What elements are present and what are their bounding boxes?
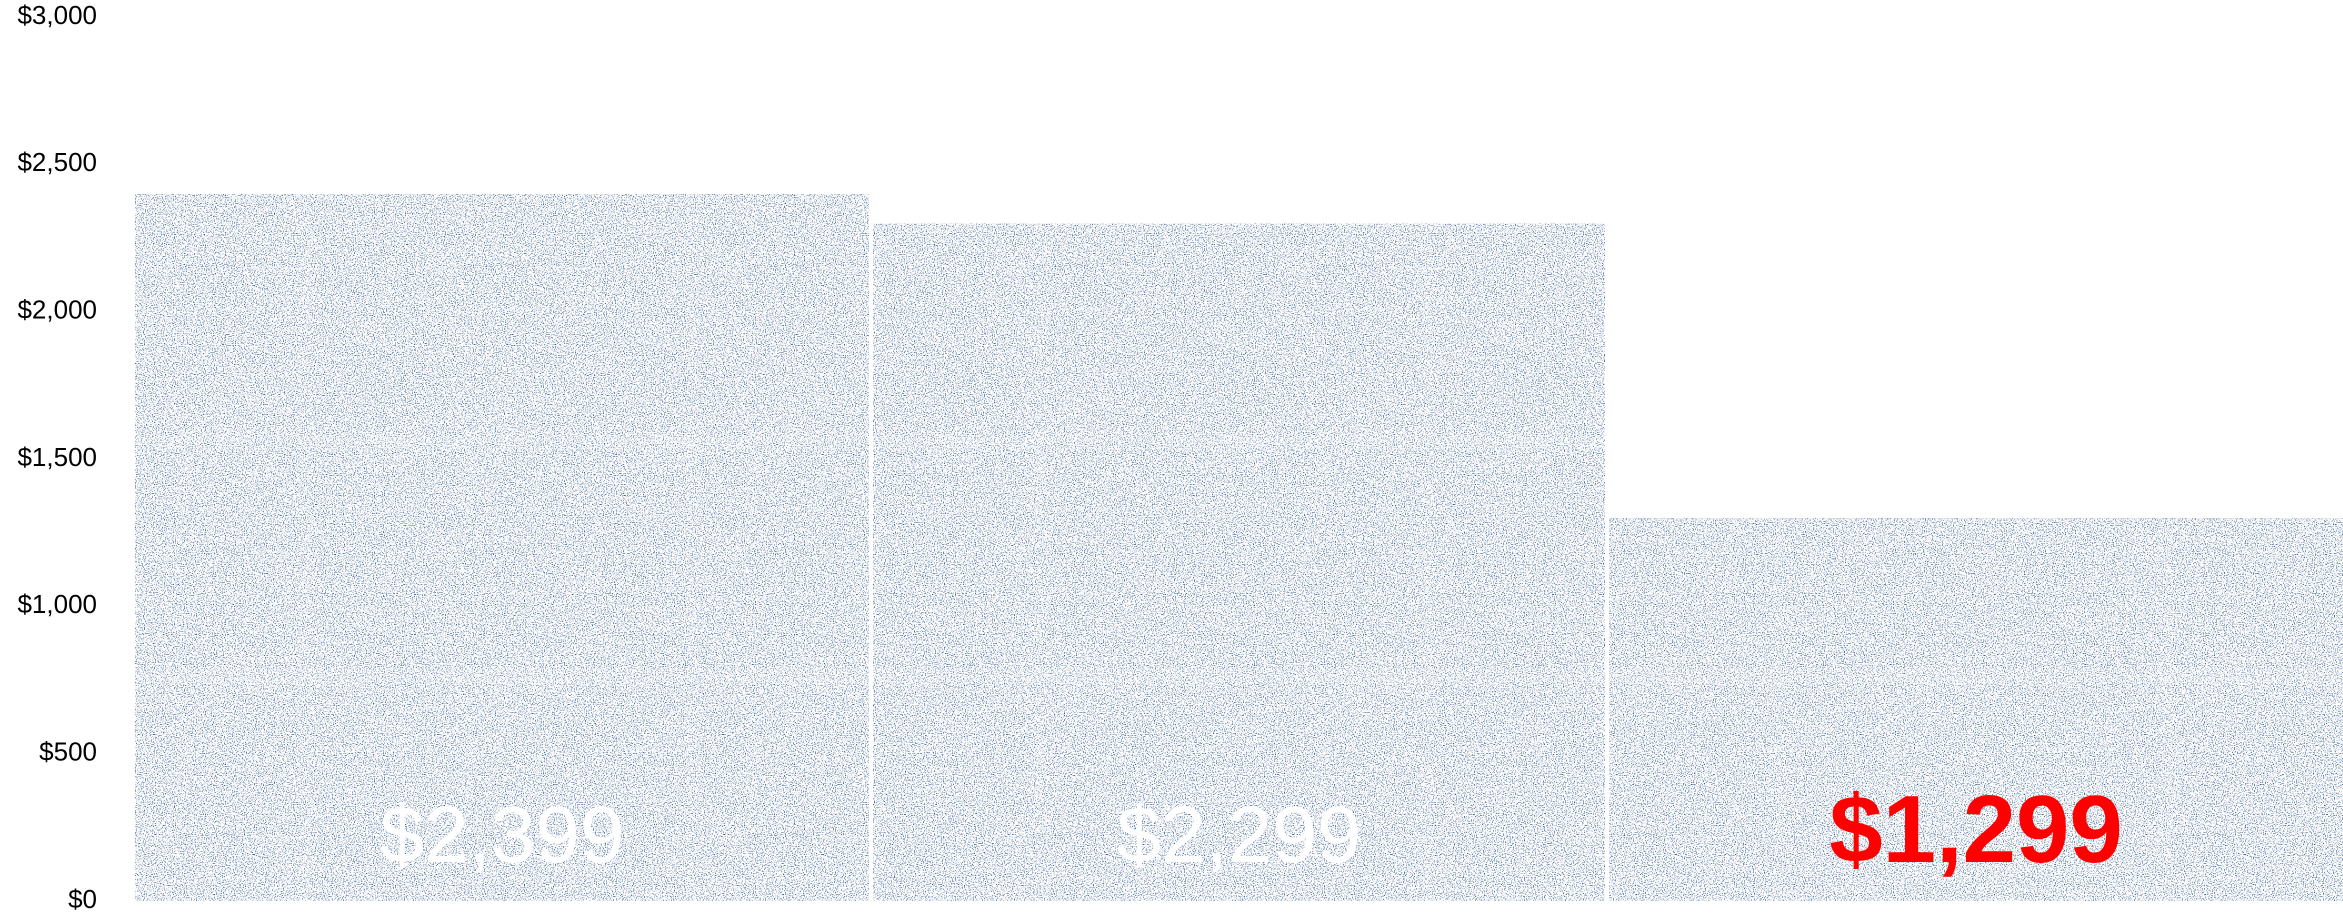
bar	[1609, 518, 2343, 901]
bar-texture-band	[2160, 518, 2173, 901]
y-axis: $0 $500 $1,000 $1,500 $2,000 $2,500 $3,000	[17, 0, 97, 914]
y-tick-label: $1,500	[17, 442, 97, 472]
y-tick-label: $3,000	[17, 0, 97, 30]
bar-texture-band	[297, 194, 310, 901]
bar-texture-band	[873, 433, 1605, 450]
bar	[873, 223, 1605, 901]
bar-texture-band	[135, 433, 869, 450]
data-labels: $2,399 $2,299 $1,299	[380, 776, 2123, 883]
y-tick-label: $0	[68, 884, 97, 914]
y-tick-label: $2,000	[17, 295, 97, 325]
bar-value-label: $1,299	[1829, 776, 2123, 883]
y-tick-label: $2,500	[17, 147, 97, 177]
y-tick-label: $1,000	[17, 589, 97, 619]
bar-series	[135, 194, 2343, 901]
bar-texture-band	[135, 669, 869, 686]
bar-value-label: $2,399	[380, 790, 625, 879]
bar-texture-band	[1035, 223, 1048, 901]
bar-texture-band	[1771, 518, 1784, 901]
bar-texture-band	[686, 194, 699, 901]
bar-texture-band	[1423, 223, 1436, 901]
bar	[135, 194, 869, 901]
bar-texture-band	[1609, 669, 2343, 686]
bar-value-label: $2,299	[1117, 790, 1362, 879]
y-tick-label: $500	[39, 737, 97, 767]
bar-texture-band	[873, 669, 1605, 686]
